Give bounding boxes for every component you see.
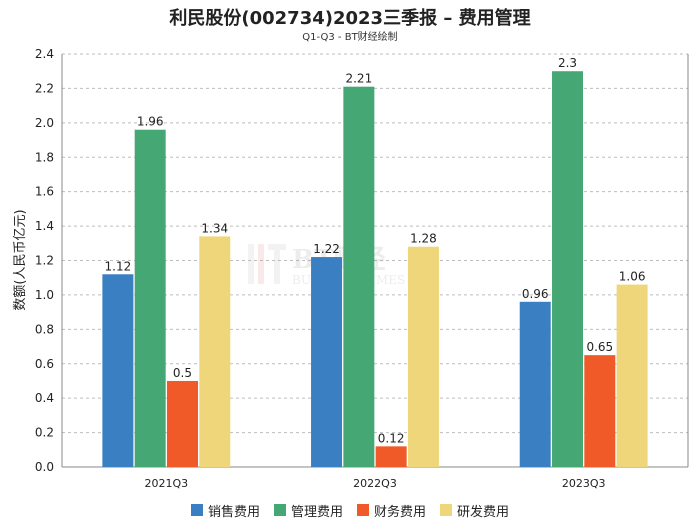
legend-item: 研发费用 bbox=[440, 501, 509, 520]
y-tick-label: 1.2 bbox=[35, 254, 54, 268]
chart-title: 利民股份(002734)2023三季报 – 费用管理 bbox=[169, 8, 531, 29]
legend-label: 研发费用 bbox=[457, 504, 510, 520]
data-label: 0.12 bbox=[378, 431, 405, 445]
axes bbox=[61, 54, 689, 468]
y-tick-label: 0.8 bbox=[35, 322, 54, 336]
data-labels: 1.12 1.96 0.5 1.34 1.22 2.21 0.12 1.28 0.96 2.3 0.… bbox=[105, 56, 646, 445]
gridlines bbox=[62, 53, 688, 434]
y-tick-label: 0.2 bbox=[35, 426, 54, 440]
bar bbox=[311, 257, 343, 467]
bar bbox=[343, 86, 375, 467]
y-tick-label: 2.4 bbox=[35, 47, 54, 61]
bar bbox=[199, 236, 231, 467]
bar bbox=[166, 380, 198, 467]
y-tick-label: 0.4 bbox=[35, 391, 54, 405]
data-label: 0.65 bbox=[586, 340, 613, 354]
bar bbox=[552, 71, 584, 467]
y-tick-label: 0.0 bbox=[35, 460, 54, 474]
data-label: 2.3 bbox=[558, 56, 577, 70]
y-tick-label: 1.6 bbox=[35, 185, 54, 199]
y-tick-label: 1.4 bbox=[35, 219, 54, 233]
bar bbox=[407, 246, 439, 467]
bar bbox=[584, 355, 616, 467]
data-label: 1.96 bbox=[137, 115, 164, 129]
y-tick-label: 1.8 bbox=[35, 150, 54, 164]
data-label: 1.28 bbox=[410, 232, 437, 246]
legend-swatch bbox=[273, 504, 286, 516]
chart-subtitle: Q1-Q3 - BT财经绘制 bbox=[302, 32, 398, 43]
bar bbox=[102, 274, 134, 467]
bar bbox=[134, 129, 166, 467]
x-tick-label: 2023Q3 bbox=[562, 477, 606, 490]
y-tick-label: 0.6 bbox=[35, 357, 54, 371]
data-label: 0.5 bbox=[173, 366, 192, 380]
y-tick-labels: 0.0 0.2 0.4 0.6 0.8 1.0 1.2 1.4 1.6 1.8 2.0 2.2 2.4 bbox=[35, 47, 54, 474]
data-label: 1.22 bbox=[313, 242, 340, 256]
x-tick-labels: 2021Q3 2022Q3 2023Q3 bbox=[145, 477, 606, 490]
data-label: 1.34 bbox=[201, 221, 228, 235]
legend-swatch bbox=[357, 504, 369, 516]
bar bbox=[519, 301, 551, 467]
y-tick-label: 2.2 bbox=[35, 81, 54, 95]
data-label: 2.21 bbox=[345, 72, 372, 86]
legend-item: 财务费用 bbox=[357, 501, 426, 520]
legend-label: 销售费用 bbox=[207, 504, 260, 520]
legend-swatch bbox=[190, 504, 203, 516]
bars bbox=[102, 71, 648, 467]
legend: 销售费用 管理费用 财务费用 研发费用 bbox=[0, 500, 700, 520]
legend-swatch bbox=[440, 504, 453, 516]
data-label: 1.12 bbox=[105, 259, 132, 273]
legend-label: 管理费用 bbox=[290, 504, 343, 520]
x-tick-label: 2022Q3 bbox=[353, 477, 397, 490]
data-label: 1.06 bbox=[619, 270, 646, 284]
y-tick-label: 2.0 bbox=[35, 116, 54, 130]
x-tick-label: 2021Q3 bbox=[145, 477, 189, 490]
legend-item: 管理费用 bbox=[273, 501, 343, 520]
legend-item: 销售费用 bbox=[190, 501, 260, 520]
legend-label: 财务费用 bbox=[374, 504, 427, 520]
y-tick-label: 1.0 bbox=[35, 288, 54, 302]
bar bbox=[616, 284, 648, 467]
bar bbox=[375, 446, 407, 467]
data-label: 0.96 bbox=[522, 287, 549, 301]
y-axis-label: 数额(人民币亿元) bbox=[13, 209, 28, 310]
